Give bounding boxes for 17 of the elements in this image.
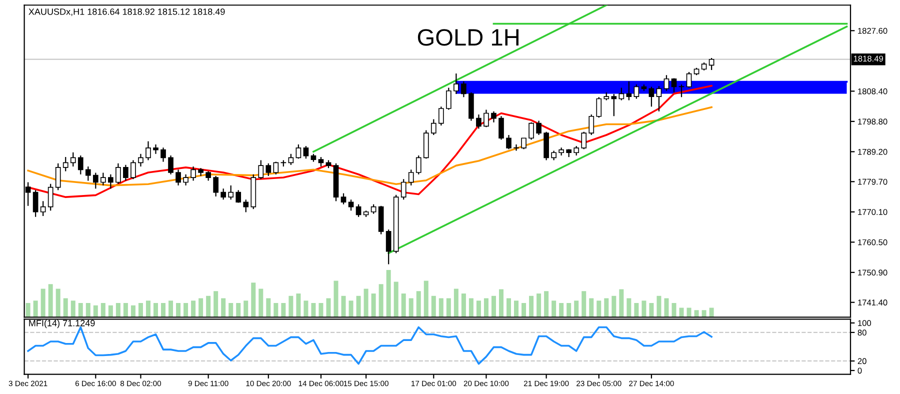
y-tick-label: 1760.50 <box>858 239 888 246</box>
y-tick-label: 1789.20 <box>858 148 888 155</box>
y-tick-label: 1750.90 <box>858 270 888 276</box>
y-tick-label: 1770.10 <box>858 209 888 215</box>
y-tick-label: 20 <box>858 358 866 364</box>
y-tick-label: 1827.60 <box>858 28 888 34</box>
annotation: GOLD 1H <box>418 29 518 46</box>
y-tick-label: 100 <box>858 320 872 326</box>
chart-title: MFI(14) 71.1249 <box>29 320 95 328</box>
ref-line-label: 1818.49 <box>854 56 884 62</box>
y-tick-label: 0 <box>858 368 862 374</box>
y-tick-label: 1808.40 <box>858 88 888 94</box>
y-tick-label: 1741.40 <box>858 300 888 306</box>
chart-title: XAUUSDx,H1 1816.64 1818.92 1815.12 1818.49 <box>28 8 225 16</box>
y-tick-label: 1798.80 <box>858 118 888 125</box>
y-tick-label: 80 <box>858 330 866 336</box>
y-tick-label: 1779.70 <box>858 178 888 185</box>
